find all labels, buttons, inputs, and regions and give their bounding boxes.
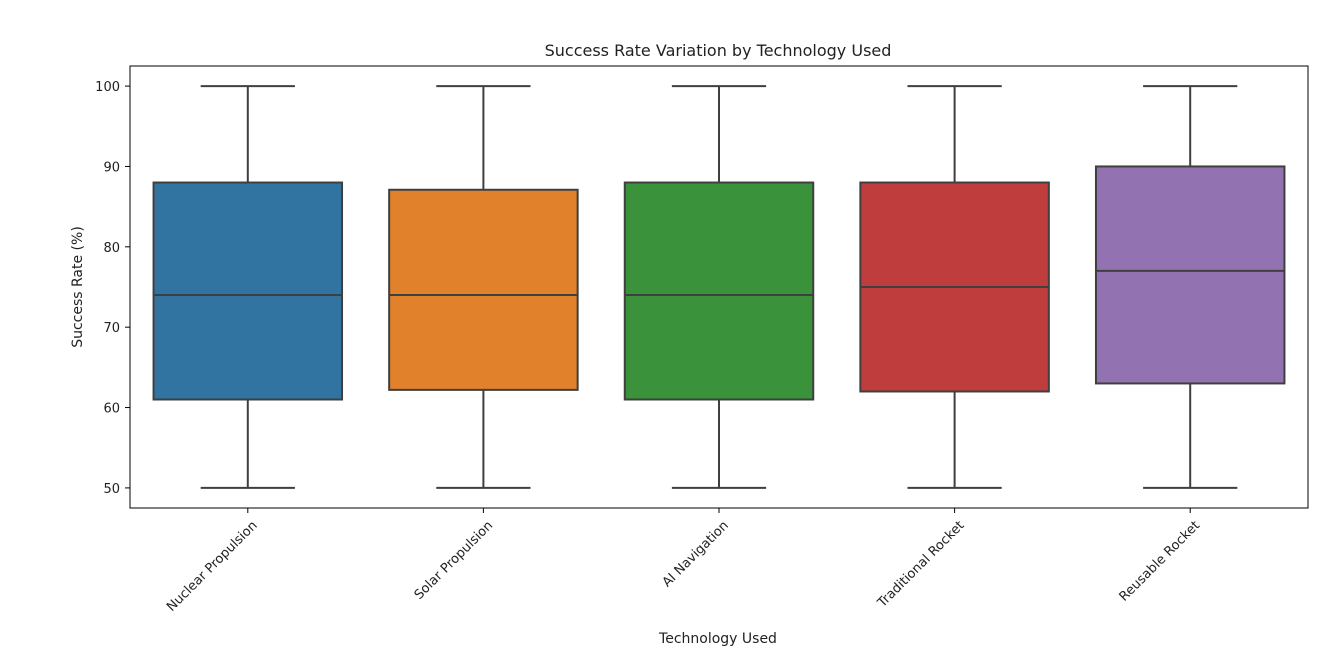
x-tick-label: Nuclear Propulsion (164, 518, 260, 614)
y-tick-label: 90 (103, 160, 120, 175)
y-tick-label: 100 (95, 80, 120, 95)
y-tick-label: 80 (103, 241, 120, 256)
box-reusable-rocket (1094, 165, 1286, 385)
box-solar-propulsion (388, 188, 579, 391)
x-axis-label: Technology Used (658, 631, 777, 647)
x-tick-label: Traditional Rocket (874, 518, 967, 611)
y-tick-label: 60 (103, 402, 120, 417)
y-tick-label: 50 (103, 482, 120, 497)
x-tick-label: AI Navigation (660, 518, 732, 590)
y-axis-label: Success Rate (%) (70, 226, 86, 348)
chart-title: Success Rate Variation by Technology Use… (545, 41, 892, 60)
y-tick-label: 70 (103, 321, 120, 336)
plot-area: 50 60 70 80 90 100 Nuclear Propulsion Solar Pro… (95, 65, 1309, 615)
box-nuclear-propulsion (152, 181, 344, 401)
box-ai-navigation (623, 181, 815, 401)
x-tick-label: Reusable Rocket (1117, 518, 1203, 604)
x-tick-label: Solar Propulsion (412, 518, 497, 603)
